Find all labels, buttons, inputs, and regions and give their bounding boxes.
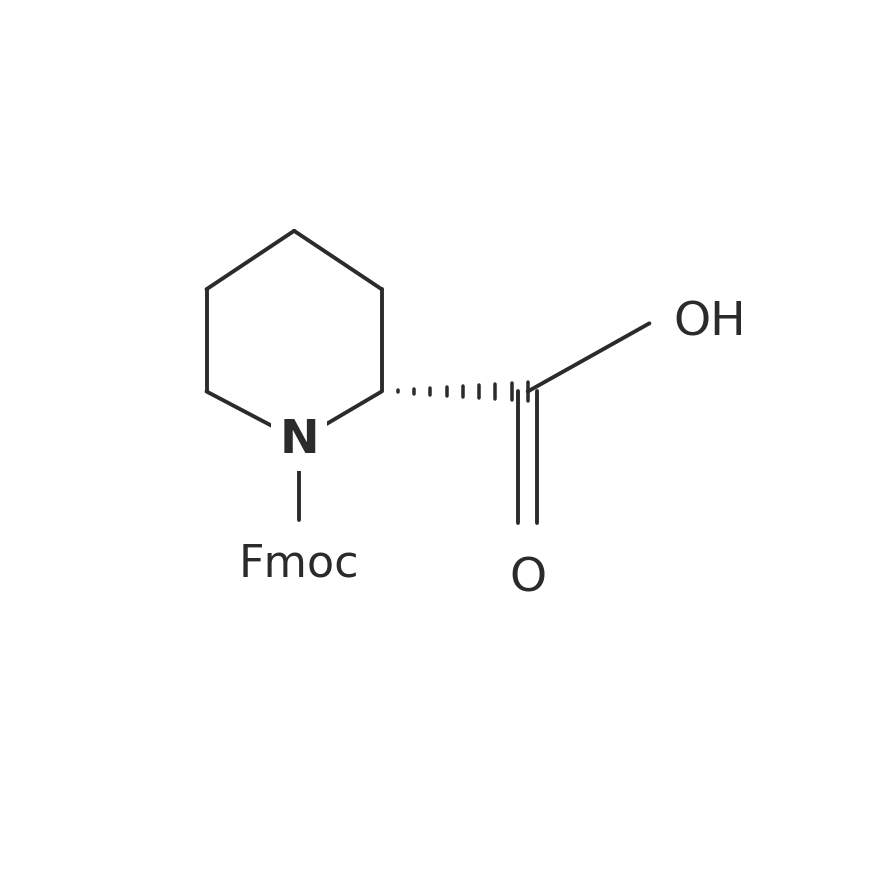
- Text: OH: OH: [674, 301, 747, 346]
- Text: Fmoc: Fmoc: [239, 542, 360, 586]
- Text: O: O: [509, 557, 546, 602]
- Text: N: N: [279, 417, 319, 463]
